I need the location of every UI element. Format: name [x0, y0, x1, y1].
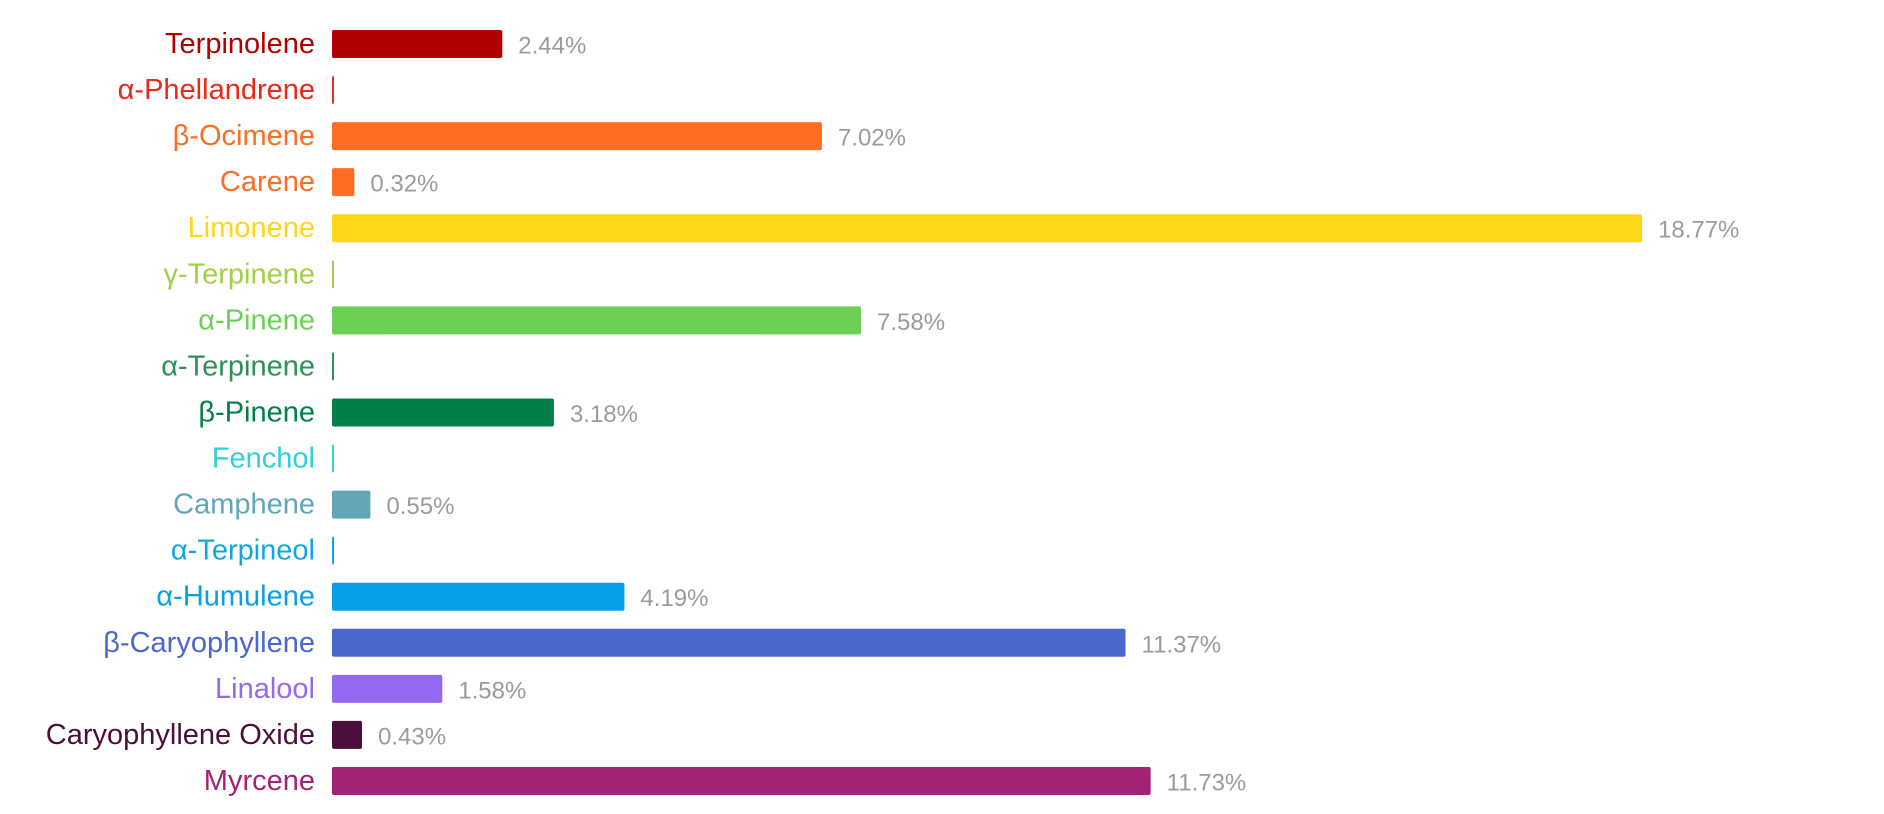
- category-label-linalool: Linalool: [215, 673, 315, 705]
- category-label-alpha-terpineol: α-Terpineol: [171, 535, 315, 567]
- category-label-alpha-phellandrene: α-Phellandrene: [118, 74, 315, 106]
- value-label-terpinolene: 2.44%: [518, 33, 586, 60]
- category-label-camphene: Camphene: [173, 489, 315, 521]
- bar-fenchol: [332, 444, 334, 473]
- bar-beta-caryophyllene: [332, 628, 1126, 657]
- bar-camphene: [332, 490, 371, 519]
- value-label-alpha-pinene: 7.58%: [877, 309, 945, 336]
- category-label-gamma-terpinene: γ-Terpinene: [163, 258, 315, 290]
- value-label-linalool: 1.58%: [458, 677, 526, 704]
- value-label-camphene: 0.55%: [386, 493, 454, 520]
- bar-carene: [332, 168, 355, 197]
- bar-beta-pinene: [332, 398, 554, 427]
- bar-alpha-humulene: [332, 582, 625, 611]
- bar-alpha-pinene: [332, 306, 862, 335]
- category-label-limonene: Limonene: [188, 212, 315, 244]
- category-label-beta-caryophyllene: β-Caryophyllene: [103, 627, 315, 659]
- bar-alpha-phellandrene: [332, 76, 334, 105]
- category-label-beta-ocimene: β-Ocimene: [173, 120, 315, 152]
- bar-limonene: [332, 214, 1642, 243]
- value-label-beta-ocimene: 7.02%: [838, 125, 906, 152]
- bar-myrcene: [332, 766, 1151, 795]
- bar-caryophyllene-oxide: [332, 720, 363, 749]
- value-label-alpha-humulene: 4.19%: [640, 585, 708, 612]
- value-label-limonene: 18.77%: [1658, 217, 1739, 244]
- bar-linalool: [332, 674, 443, 703]
- bar-beta-ocimene: [332, 122, 822, 151]
- bar-alpha-terpineol: [332, 536, 334, 565]
- category-label-alpha-humulene: α-Humulene: [156, 581, 315, 613]
- category-label-alpha-terpinene: α-Terpinene: [161, 350, 315, 382]
- category-label-beta-pinene: β-Pinene: [198, 396, 315, 428]
- bar-terpinolene: [332, 30, 503, 58]
- value-label-caryophyllene-oxide: 0.43%: [378, 723, 446, 750]
- bar-alpha-terpinene: [332, 352, 334, 381]
- value-label-myrcene: 11.73%: [1167, 769, 1247, 796]
- category-label-caryophyllene-oxide: Caryophyllene Oxide: [46, 719, 315, 751]
- category-label-terpinolene: Terpinolene: [165, 28, 315, 60]
- category-label-myrcene: Myrcene: [204, 765, 315, 797]
- bar-gamma-terpinene: [332, 260, 334, 289]
- category-label-alpha-pinene: α-Pinene: [198, 304, 315, 336]
- value-label-beta-caryophyllene: 11.37%: [1142, 631, 1222, 658]
- category-label-fenchol: Fenchol: [212, 443, 315, 475]
- value-label-carene: 0.32%: [370, 171, 438, 198]
- category-label-carene: Carene: [220, 166, 315, 198]
- value-label-beta-pinene: 3.18%: [570, 401, 638, 428]
